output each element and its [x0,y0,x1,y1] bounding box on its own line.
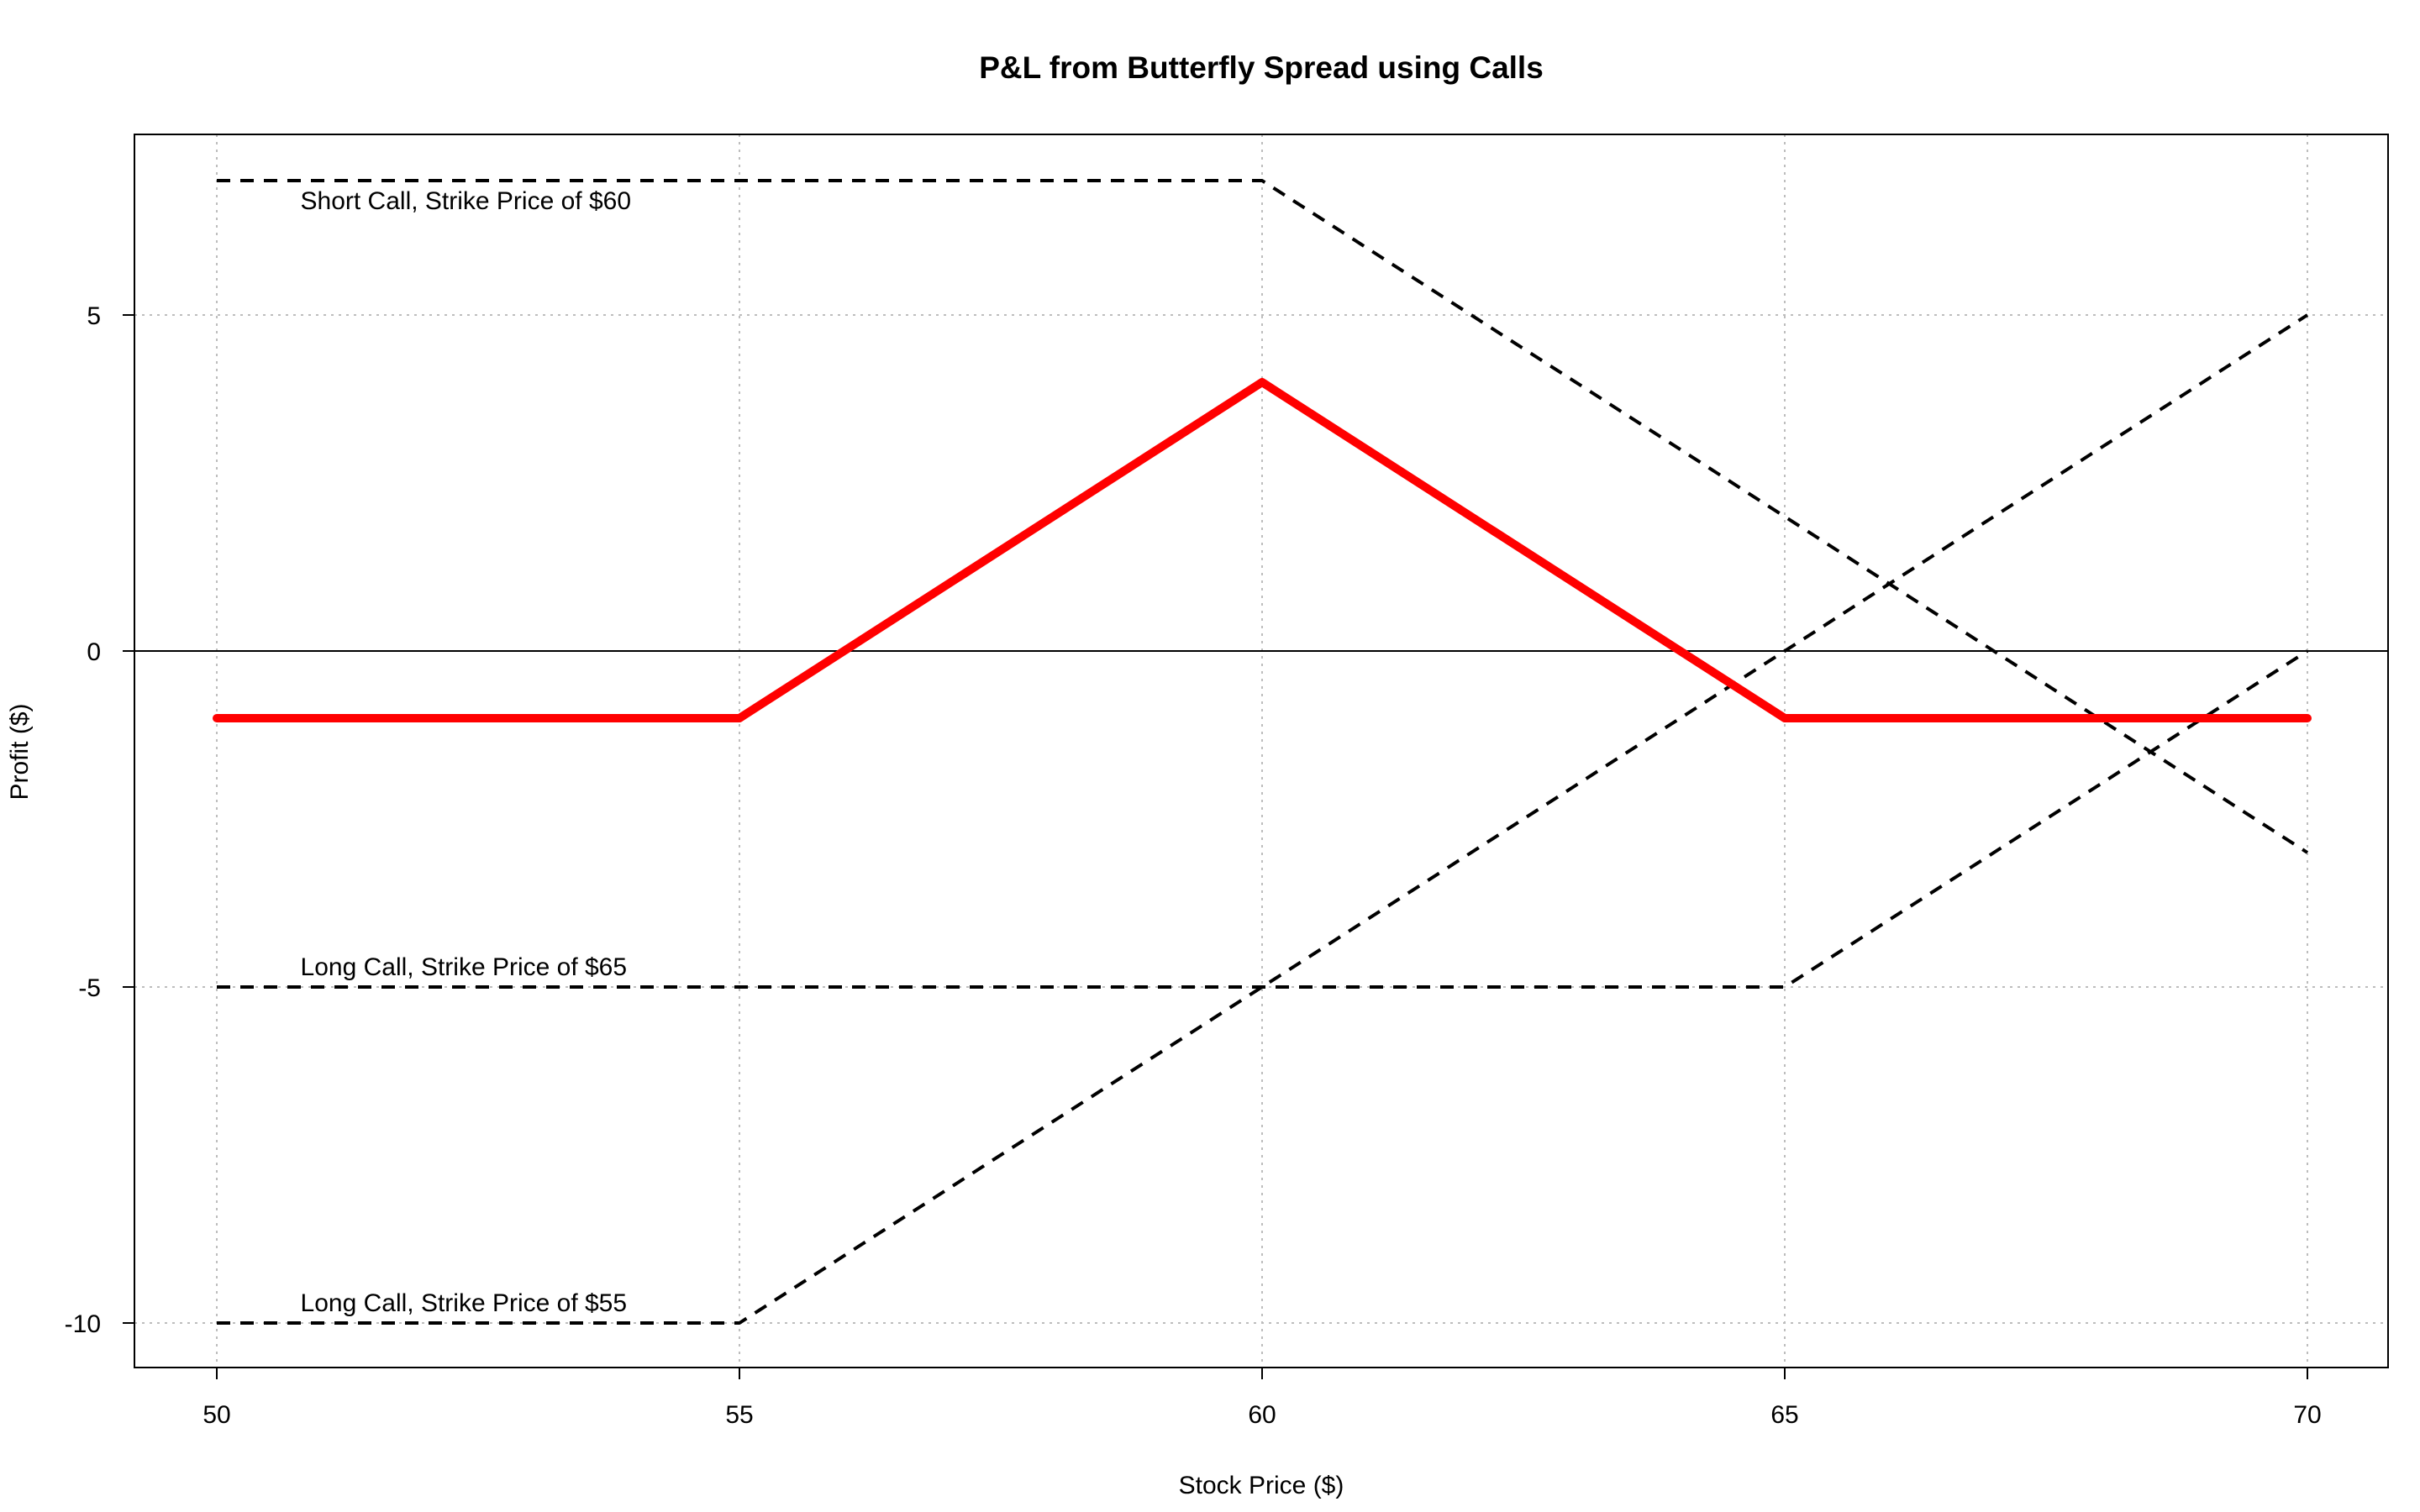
leg-annotation: Short Call, Strike Price of $60 [301,187,632,215]
plot-frame [134,134,2389,1368]
y-tick-label: 0 [87,638,101,666]
x-tick-label: 50 [203,1401,230,1429]
option-leg-line [217,313,2309,1325]
annotation-layer: Short Call, Strike Price of $60 Long Call… [301,187,632,1317]
option-leg-line [217,179,2309,854]
leg-annotation: Long Call, Strike Price of $65 [301,953,628,981]
grid-layer [134,134,2388,1368]
tick-layer: 50 55 60 65 70 -10 -5 0 5 [65,302,2322,1429]
y-tick-label: -5 [78,974,101,1002]
x-tick-label: 65 [1770,1401,1798,1429]
x-tick-label: 55 [725,1401,753,1429]
x-tick-label: 60 [1248,1401,1276,1429]
butterfly-pnl-line [213,378,2312,722]
y-axis-label: Profit ($) [6,703,34,800]
option-leg-line [217,649,2309,989]
x-axis-label: Stock Price ($) [1179,1472,1344,1499]
series-layer [213,179,2312,1325]
y-tick-label: 5 [87,302,101,330]
x-tick-label: 70 [2293,1401,2321,1429]
y-tick-label: -10 [65,1310,101,1338]
leg-annotation: Long Call, Strike Price of $55 [301,1289,628,1317]
chart-title: P&L from Butterfly Spread using Calls [979,50,1544,85]
